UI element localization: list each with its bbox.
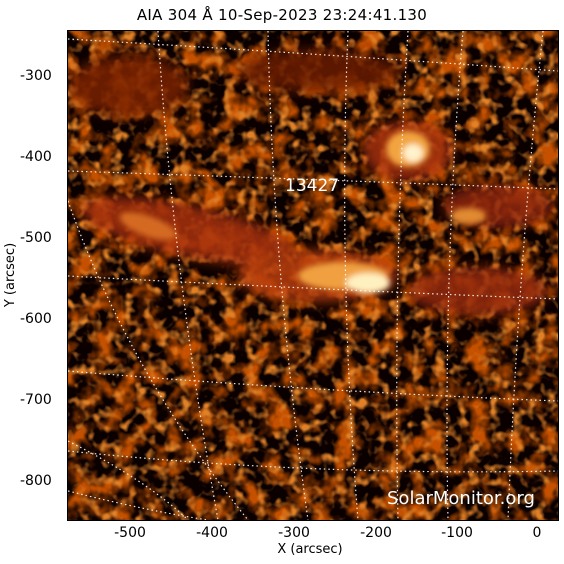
- credit-watermark: SolarMonitor.org: [387, 488, 535, 509]
- y-tick-label: -500: [20, 230, 52, 246]
- x-tick-label: -300: [278, 525, 310, 541]
- y-tick-label: -300: [20, 68, 52, 84]
- x-tick-label: -100: [441, 525, 473, 541]
- aia-304-image: [68, 31, 558, 520]
- solar-disk-image: [67, 30, 559, 521]
- x-tick-label: -200: [360, 525, 392, 541]
- y-axis-label: Y (arcsec): [3, 242, 18, 308]
- y-tick-label: -400: [20, 149, 52, 165]
- x-tick-label: 0: [532, 525, 542, 541]
- x-axis-label: X (arcsec): [277, 542, 343, 557]
- x-tick-label: -400: [196, 525, 228, 541]
- y-tick-label: -700: [20, 392, 52, 408]
- active-region-label: 13427: [285, 176, 340, 196]
- y-tick-label: -800: [20, 473, 52, 489]
- x-tick-label: -500: [114, 525, 146, 541]
- image-title: AIA 304 Å 10-Sep-2023 23:24:41.130: [136, 6, 428, 24]
- y-tick-label: -600: [20, 311, 52, 327]
